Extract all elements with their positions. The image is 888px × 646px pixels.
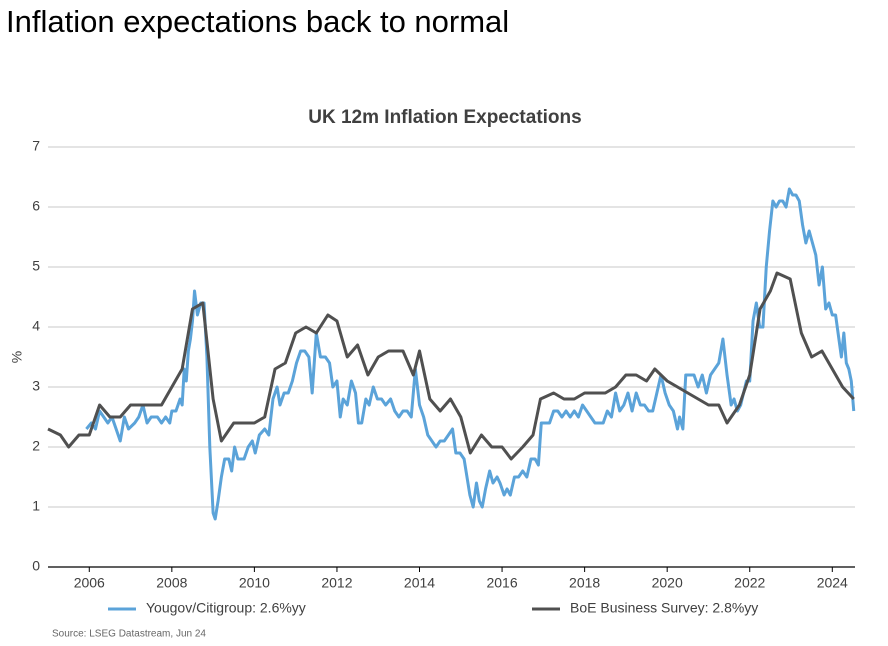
x-tick-label: 2018 [569, 575, 600, 591]
x-tick-label: 2012 [321, 575, 352, 591]
y-tick-label: 1 [32, 498, 40, 514]
x-tick-label: 2016 [486, 575, 517, 591]
y-tick-label: 7 [32, 138, 40, 154]
headline: Inflation expectations back to normal [6, 4, 509, 39]
x-tick-label: 2020 [652, 575, 683, 591]
x-tick-label: 2022 [734, 575, 765, 591]
series-line [47, 271, 855, 461]
y-tick-label: 2 [32, 438, 40, 454]
x-tick-label: 2024 [817, 575, 848, 591]
source: Source: LSEG Datastream, Jun 24 [52, 629, 206, 640]
series-line [85, 187, 856, 521]
legend-label: Yougov/Citigroup: 2.6%yy [146, 600, 306, 616]
legend-label: BoE Business Survey: 2.8%yy [570, 600, 758, 616]
y-tick-label: 0 [32, 558, 40, 574]
y-tick-label: 6 [32, 198, 40, 214]
y-tick-label: 4 [32, 318, 40, 334]
y-axis-label: % [9, 351, 25, 363]
y-tick-label: 3 [32, 378, 40, 394]
y-tick-label: 5 [32, 258, 40, 274]
x-tick-label: 2006 [74, 575, 105, 591]
chart-title: UK 12m Inflation Expectations [308, 107, 581, 128]
x-tick-label: 2008 [156, 575, 187, 591]
x-tick-label: 2010 [239, 575, 270, 591]
x-tick-label: 2014 [404, 575, 435, 591]
